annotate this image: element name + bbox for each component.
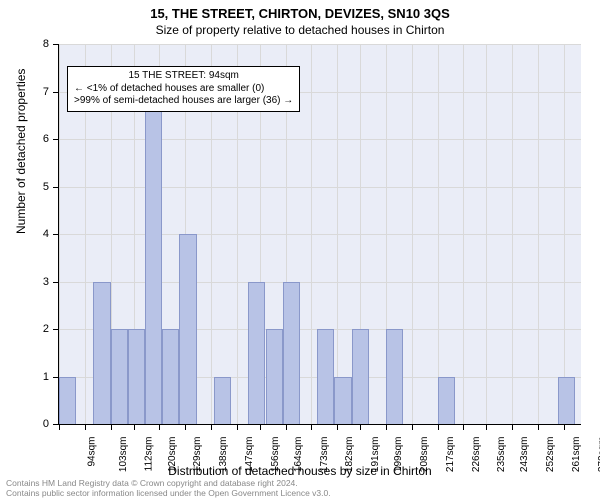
histogram-bar [558,377,575,425]
plot-area: 01234567894sqm103sqm112sqm120sqm129sqm13… [58,44,581,425]
x-tick-label: 94sqm [81,437,98,467]
x-axis-label: Distribution of detached houses by size … [0,464,600,478]
histogram-bar [162,329,179,424]
property-annotation-box: 15 THE STREET: 94sqm ← <1% of detached h… [67,66,300,112]
gridline-h [59,139,581,140]
y-tick-label: 8 [43,38,59,50]
x-tick [59,424,60,430]
x-tick [386,424,387,430]
gridline-v [311,44,312,424]
histogram-bar [59,377,76,425]
x-tick [286,424,287,430]
histogram-bar [283,282,300,425]
y-tick-label: 0 [43,418,59,430]
x-tick [412,424,413,430]
x-tick [486,424,487,430]
chart-subtitle: Size of property relative to detached ho… [0,21,600,37]
x-tick [159,424,160,430]
chart-title: 15, THE STREET, CHIRTON, DEVIZES, SN10 3… [0,0,600,21]
histogram-bar [93,282,110,425]
y-tick-label: 3 [43,276,59,288]
gridline-v [412,44,413,424]
x-tick [538,424,539,430]
attribution-footer: Contains HM Land Registry data © Crown c… [6,478,594,498]
y-tick-label: 7 [43,86,59,98]
x-tick [85,424,86,430]
gridline-v [463,44,464,424]
footer-line-1: Contains HM Land Registry data © Crown c… [6,478,594,488]
footer-line-2: Contains public sector information licen… [6,488,594,498]
annotation-property-size: 15 THE STREET: 94sqm [74,70,293,83]
histogram-bar [438,377,455,425]
gridline-h [59,44,581,45]
gridline-v [337,44,338,424]
x-tick [185,424,186,430]
gridline-h [59,282,581,283]
x-tick [311,424,312,430]
y-tick-label: 2 [43,323,59,335]
x-tick [564,424,565,430]
x-tick [337,424,338,430]
histogram-bar [386,329,403,424]
gridline-h [59,234,581,235]
histogram-bar [128,329,145,424]
histogram-bar [352,329,369,424]
histogram-bar [248,282,265,425]
x-tick [211,424,212,430]
gridline-v [486,44,487,424]
y-tick-label: 4 [43,228,59,240]
x-tick [463,424,464,430]
gridline-v [538,44,539,424]
histogram-bar [179,234,196,424]
property-size-chart: 15, THE STREET, CHIRTON, DEVIZES, SN10 3… [0,0,600,500]
x-tick [237,424,238,430]
histogram-bar [334,377,351,425]
x-tick [512,424,513,430]
histogram-bar [266,329,283,424]
x-tick [111,424,112,430]
x-tick [134,424,135,430]
annotation-larger-pct: >99% of semi-detached houses are larger … [74,95,293,108]
y-tick-label: 1 [43,371,59,383]
y-axis-label: Number of detached properties [14,69,28,234]
histogram-bar [317,329,334,424]
x-tick [360,424,361,430]
gridline-v [564,44,565,424]
y-tick-label: 5 [43,181,59,193]
histogram-bar [214,377,231,425]
y-tick-label: 6 [43,133,59,145]
histogram-bar [111,329,128,424]
annotation-smaller-pct: ← <1% of detached houses are smaller (0) [74,83,293,96]
gridline-v [59,44,60,424]
gridline-h [59,187,581,188]
x-tick [260,424,261,430]
gridline-v [438,44,439,424]
gridline-v [512,44,513,424]
histogram-bar [145,92,162,425]
x-tick [438,424,439,430]
